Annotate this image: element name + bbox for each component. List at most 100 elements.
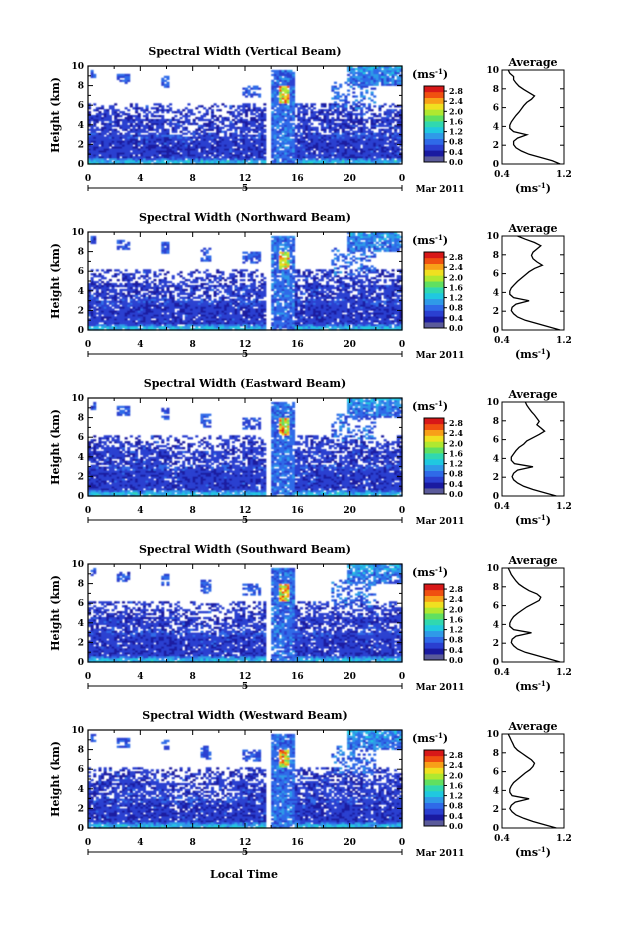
heatmap-cell (156, 304, 160, 307)
heatmap-cell (386, 75, 390, 79)
heatmap-cell (328, 160, 332, 163)
heatmap-cell (354, 132, 358, 135)
heatmap-cell (362, 158, 366, 161)
heatmap-cell (383, 66, 387, 69)
heatmap-cell (381, 83, 385, 86)
heatmap-cell (292, 154, 296, 157)
heatmap-cell (93, 148, 97, 151)
heatmap-cell (247, 322, 251, 325)
heatmap-cell (213, 328, 217, 331)
heatmap-cell (271, 115, 275, 118)
heatmap-cell (347, 150, 351, 153)
heatmap-cell (150, 281, 154, 284)
heatmap-cell (292, 99, 296, 102)
heatmap-cell (260, 111, 264, 114)
heatmap-cell (226, 302, 230, 305)
heatmap-cell (271, 128, 275, 131)
heatmap-cell (200, 116, 204, 120)
heatmap-cell (347, 160, 351, 163)
heatmap-cell (111, 158, 115, 161)
heatmap-cell (179, 158, 183, 161)
heatmap-cell (216, 300, 220, 303)
heatmap-cell (98, 128, 102, 131)
heatmap-cell (93, 158, 97, 161)
heatmap-cell (218, 160, 222, 163)
heatmap-cell (179, 326, 183, 329)
heatmap-cell (242, 158, 246, 161)
heatmap-cell (231, 318, 235, 321)
heatmap-cell (163, 75, 167, 79)
heatmap-cell (323, 113, 327, 116)
heatmap-cell (347, 115, 351, 118)
heatmap-cell (127, 324, 131, 327)
heatmap-cell (252, 93, 256, 96)
heatmap-cell (216, 288, 220, 292)
heatmap-cell (171, 302, 175, 305)
heatmap-cell (88, 156, 92, 159)
heatmap-cell (116, 120, 120, 124)
heatmap-cell (239, 322, 243, 325)
heatmap-cell (195, 128, 199, 131)
heatmap-cell (360, 118, 364, 122)
heatmap-cell (95, 296, 99, 299)
heatmap-cell (260, 286, 264, 290)
heatmap-cell (260, 320, 264, 323)
heatmap-cell (365, 156, 369, 159)
heatmap-cell (103, 294, 107, 297)
heatmap-cell (360, 162, 364, 165)
heatmap-cell (216, 152, 220, 155)
heatmap-cell (242, 111, 246, 114)
heatmap-cell (396, 75, 400, 79)
heatmap-cell (135, 282, 139, 286)
heatmap-cell (394, 66, 398, 69)
heatmap-cell (148, 308, 152, 311)
heatmap-cell (103, 148, 107, 151)
heatmap-cell (299, 160, 303, 163)
heatmap-cell (174, 142, 178, 145)
heatmap-cell (388, 124, 392, 128)
heatmap-cell (224, 328, 228, 331)
heatmap-cell (333, 154, 337, 157)
heatmap-cell (341, 115, 345, 118)
heatmap-cell (247, 146, 251, 149)
heatmap-cell (124, 128, 128, 131)
heatmap-cell (331, 150, 335, 153)
heatmap-cell (263, 128, 267, 131)
heatmap-cell (273, 138, 277, 141)
heatmap-cell (263, 162, 267, 165)
heatmap-cell (320, 150, 324, 153)
heatmap-cell (114, 140, 118, 143)
heatmap-cell (394, 148, 398, 151)
heatmap-cell (90, 324, 94, 327)
heatmap-cell (187, 152, 191, 155)
heatmap-cell (98, 316, 102, 319)
heatmap-cell (242, 144, 246, 147)
heatmap-cell (310, 160, 314, 163)
heatmap-cell (187, 306, 191, 309)
heatmap-cell (95, 142, 99, 145)
heatmap-cell (263, 328, 267, 331)
heatmap-cell (124, 162, 128, 165)
heatmap-cell (184, 316, 188, 319)
heatmap-cell (375, 160, 379, 163)
heatmap-cell (122, 146, 126, 149)
heatmap-cell (396, 120, 400, 124)
heatmap-cell (357, 134, 361, 137)
heatmap-cell (305, 124, 309, 128)
heatmap-cell (333, 103, 337, 106)
heatmap-cell (203, 314, 207, 317)
heatmap-cell (101, 113, 105, 116)
heatmap-cell (140, 302, 144, 305)
heatmap-cell (122, 302, 126, 305)
heatmap-cell (331, 148, 335, 151)
heatmap-cell (187, 150, 191, 153)
heatmap-cell (260, 109, 264, 112)
heatmap-cell (171, 284, 175, 288)
heatmap-cell (108, 124, 112, 128)
heatmap-cell (320, 118, 324, 122)
heatmap-cell (111, 296, 115, 299)
heatmap-cell (229, 275, 233, 278)
heatmap-cell (163, 292, 167, 296)
heatmap-cell (150, 326, 154, 329)
heatmap-cell (216, 154, 220, 157)
